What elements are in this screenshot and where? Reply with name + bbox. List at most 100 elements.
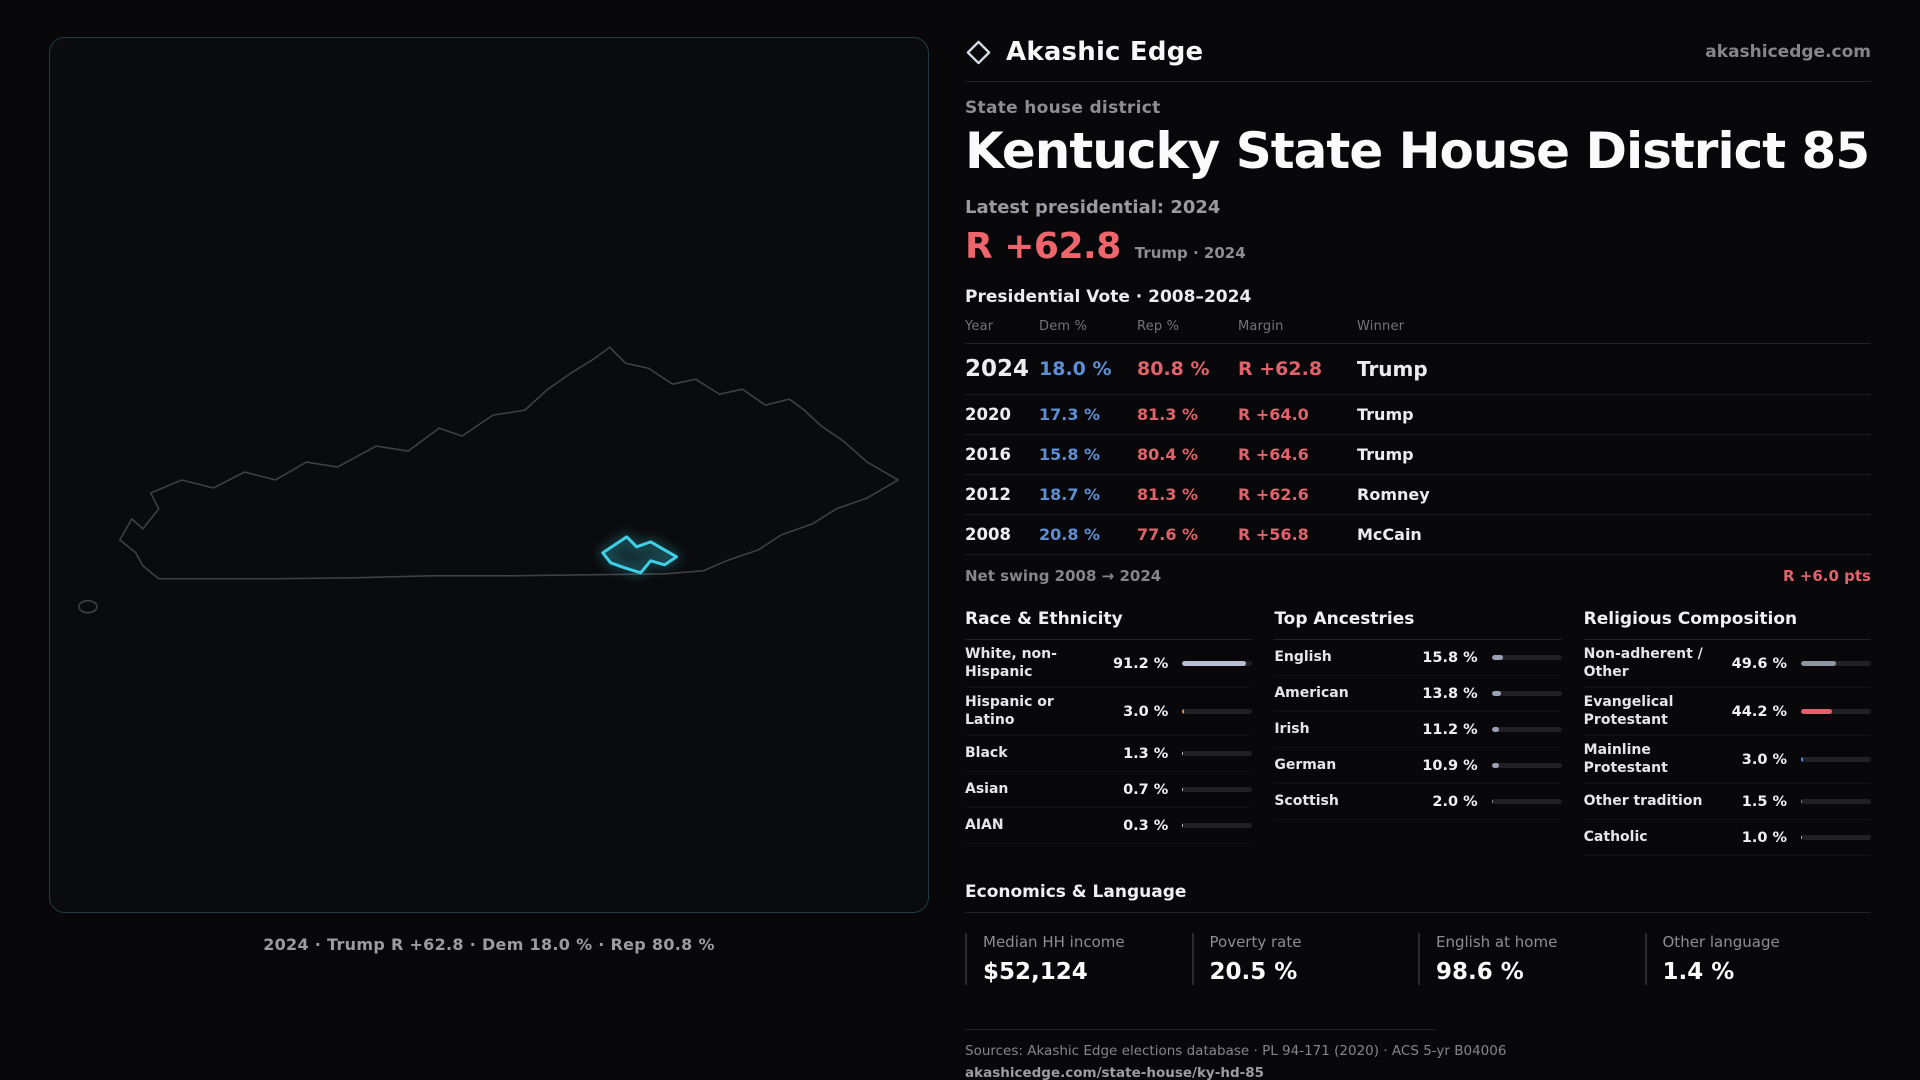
bar-fill — [1182, 709, 1185, 714]
demo-section-religion: Religious Composition Non-adherent / Oth… — [1583, 609, 1871, 856]
demo-value: 44.2 % — [1731, 703, 1787, 720]
stat-english-at-home: English at home 98.6 % — [1418, 933, 1645, 985]
demo-row: English 15.8 % — [1274, 640, 1562, 676]
bar-track — [1491, 763, 1562, 768]
section-title-ancestry: Top Ancestries — [1274, 609, 1562, 640]
demo-value: 91.2 % — [1112, 655, 1169, 672]
stat-label: Other language — [1662, 933, 1780, 951]
rep-cell: 80.8 % — [1137, 358, 1210, 380]
demographics-grid: Race & Ethnicity White, non-Hispanic 91.… — [965, 609, 1871, 856]
vote-row-2008: 2008 20.8 % 77.6 % R +56.8 McCain — [965, 515, 1871, 555]
latest-margin-value: R +62.8 — [965, 226, 1121, 267]
demo-value: 3.0 % — [1123, 703, 1169, 720]
content-column: Akashic Edge akashicedge.com State house… — [965, 37, 1871, 1080]
stat-value: 1.4 % — [1662, 959, 1735, 985]
demo-label: Asian — [965, 780, 1009, 797]
bar-fill — [1491, 655, 1503, 660]
demo-label: German — [1274, 756, 1337, 773]
demo-row: German 10.9 % — [1274, 748, 1562, 784]
demo-row: Hispanic or Latino 3.0 % — [965, 688, 1253, 736]
bar-fill — [1801, 835, 1802, 840]
stat-median-hh-income: Median HH income $52,124 — [965, 933, 1192, 985]
bar-fill — [1801, 709, 1832, 714]
bar-track — [1182, 709, 1253, 714]
economics-title: Economics & Language — [965, 882, 1871, 913]
stat-value: 20.5 % — [1209, 959, 1298, 985]
kentucky-bend-outline — [78, 599, 98, 614]
latest-margin-row: R +62.8 Trump · 2024 — [965, 226, 1871, 267]
demo-value: 2.0 % — [1432, 793, 1478, 810]
demo-value: 13.8 % — [1422, 685, 1478, 702]
winner-cell: Trump — [1357, 357, 1428, 381]
col-rep: Rep % — [1137, 319, 1180, 334]
latest-margin-detail: Trump · 2024 — [1134, 244, 1246, 262]
section-title-religion: Religious Composition — [1583, 609, 1871, 640]
rep-cell: 80.4 % — [1137, 445, 1199, 464]
bar-fill — [1491, 799, 1494, 804]
bar-track — [1491, 691, 1562, 696]
demo-section-race: Race & Ethnicity White, non-Hispanic 91.… — [965, 609, 1253, 856]
demo-row: Black 1.3 % — [965, 736, 1253, 772]
stat-label: Median HH income — [983, 933, 1125, 951]
footer-sources: Sources: Akashic Edge elections database… — [965, 1043, 1507, 1059]
bar-fill — [1801, 757, 1804, 762]
latest-presidential-label: Latest presidential: 2024 — [965, 197, 1221, 218]
demo-row: Scottish 2.0 % — [1274, 784, 1562, 820]
bar-track — [1182, 787, 1253, 792]
demo-row: Evangelical Protestant 44.2 % — [1583, 688, 1871, 736]
winner-cell: Romney — [1357, 485, 1430, 504]
section-title-race: Race & Ethnicity — [965, 609, 1253, 640]
margin-cell: R +62.6 — [1238, 485, 1309, 504]
bar-fill — [1801, 661, 1836, 666]
dem-cell: 18.0 % — [1039, 358, 1112, 380]
demo-row: Mainline Protestant 3.0 % — [1583, 736, 1871, 784]
map-panel — [49, 37, 929, 913]
stat-value: 98.6 % — [1436, 959, 1524, 985]
bar-track — [1801, 799, 1871, 804]
vote-row-2020: 2020 17.3 % 81.3 % R +64.0 Trump — [965, 395, 1871, 435]
bar-track — [1801, 709, 1871, 714]
bar-fill — [1491, 691, 1502, 696]
demo-label: English — [1274, 648, 1332, 665]
brand-name: Akashic Edge — [1006, 37, 1204, 67]
stat-label: Poverty rate — [1209, 933, 1302, 951]
vote-row-2016: 2016 15.8 % 80.4 % R +64.6 Trump — [965, 435, 1871, 475]
demo-value: 1.0 % — [1741, 829, 1787, 846]
bar-track — [1801, 835, 1871, 840]
demo-label: Scottish — [1274, 792, 1339, 809]
net-swing-row: Net swing 2008 → 2024 R +6.0 pts — [965, 567, 1871, 585]
demo-label: Hispanic or Latino — [965, 694, 1054, 728]
kentucky-map — [78, 346, 899, 614]
bar-fill — [1801, 799, 1803, 804]
demo-value: 1.3 % — [1123, 745, 1169, 762]
brand-header: Akashic Edge akashicedge.com — [965, 37, 1871, 82]
demo-label: Non-adherent / Other — [1583, 646, 1703, 680]
dem-cell: 17.3 % — [1039, 405, 1101, 424]
year-cell: 2020 — [965, 405, 1011, 424]
demo-row: Irish 11.2 % — [1274, 712, 1562, 748]
bar-track — [1491, 799, 1562, 804]
brand-domain-link[interactable]: akashicedge.com — [1705, 42, 1871, 62]
col-year: Year — [965, 319, 994, 334]
vote-table-header: Year Dem % Rep % Margin Winner — [965, 319, 1871, 344]
bar-track — [1182, 661, 1253, 666]
stat-other-language: Other language 1.4 % — [1644, 933, 1872, 985]
net-swing-label: Net swing 2008 → 2024 — [965, 567, 1162, 585]
demo-value: 49.6 % — [1731, 655, 1787, 672]
footer-url[interactable]: akashicedge.com/state-house/ky-hd-85 — [965, 1065, 1264, 1080]
margin-cell: R +56.8 — [1238, 525, 1309, 544]
bar-fill — [1182, 661, 1247, 666]
vote-row-2012: 2012 18.7 % 81.3 % R +62.6 Romney — [965, 475, 1871, 515]
district-85-shape[interactable] — [601, 535, 679, 575]
demo-row: Catholic 1.0 % — [1583, 820, 1871, 856]
vote-table: Year Dem % Rep % Margin Winner 2024 18.0… — [965, 319, 1871, 555]
demo-row: American 13.8 % — [1274, 676, 1562, 712]
diamond-icon — [966, 40, 991, 64]
demo-value: 0.3 % — [1123, 817, 1169, 834]
demo-label: Mainline Protestant — [1583, 742, 1668, 776]
vote-table-title: Presidential Vote · 2008–2024 — [965, 287, 1252, 307]
margin-cell: R +64.6 — [1238, 445, 1309, 464]
col-winner: Winner — [1357, 319, 1405, 334]
bar-fill — [1491, 763, 1500, 768]
bar-fill — [1491, 727, 1500, 732]
